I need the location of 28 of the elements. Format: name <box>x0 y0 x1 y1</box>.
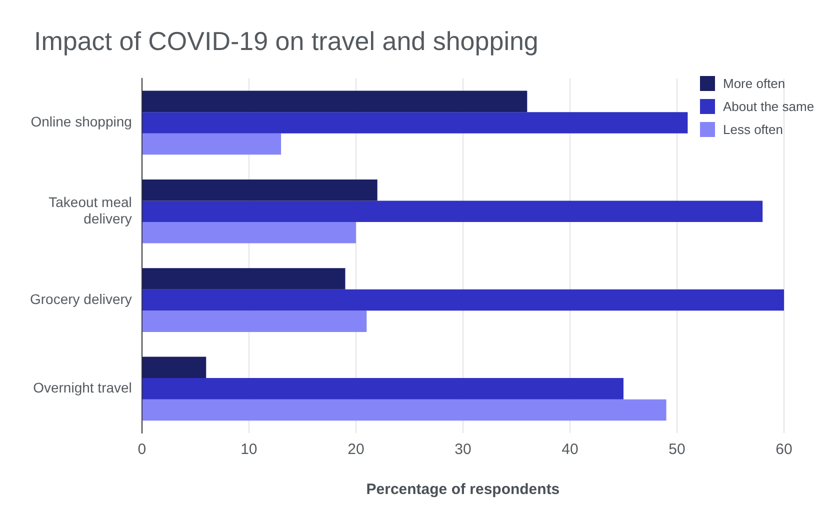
x-tick-label: 10 <box>240 441 258 458</box>
legend-label: About the same <box>723 99 814 114</box>
bar <box>142 289 784 311</box>
y-tick-label: Online shopping <box>30 114 132 130</box>
bar <box>142 222 356 244</box>
bar <box>142 378 624 400</box>
bar <box>142 133 282 155</box>
legend-label: More often <box>723 76 786 91</box>
bar <box>142 200 763 222</box>
bar <box>142 310 367 332</box>
x-axis-title: Percentage of respondents <box>366 481 560 498</box>
y-tick-label: Overnight travel <box>33 380 132 396</box>
x-tick-label: 0 <box>138 441 146 458</box>
x-tick-label: 60 <box>776 441 792 458</box>
chart-title: Impact of COVID-19 on travel and shopping <box>34 26 538 57</box>
bar <box>142 268 346 290</box>
y-tick-label: Takeout meal delivery <box>48 194 132 227</box>
bar <box>142 399 666 421</box>
x-tick-label: 50 <box>668 441 686 458</box>
x-tick-label: 30 <box>454 441 472 458</box>
y-tick-label: Grocery delivery <box>30 290 132 307</box>
bar <box>142 356 206 378</box>
bar <box>142 179 378 201</box>
legend-label: Less often <box>723 122 783 137</box>
x-tick-label: 40 <box>562 441 578 458</box>
x-tick-label: 20 <box>348 441 364 458</box>
bar <box>142 112 688 134</box>
bar <box>142 90 528 112</box>
